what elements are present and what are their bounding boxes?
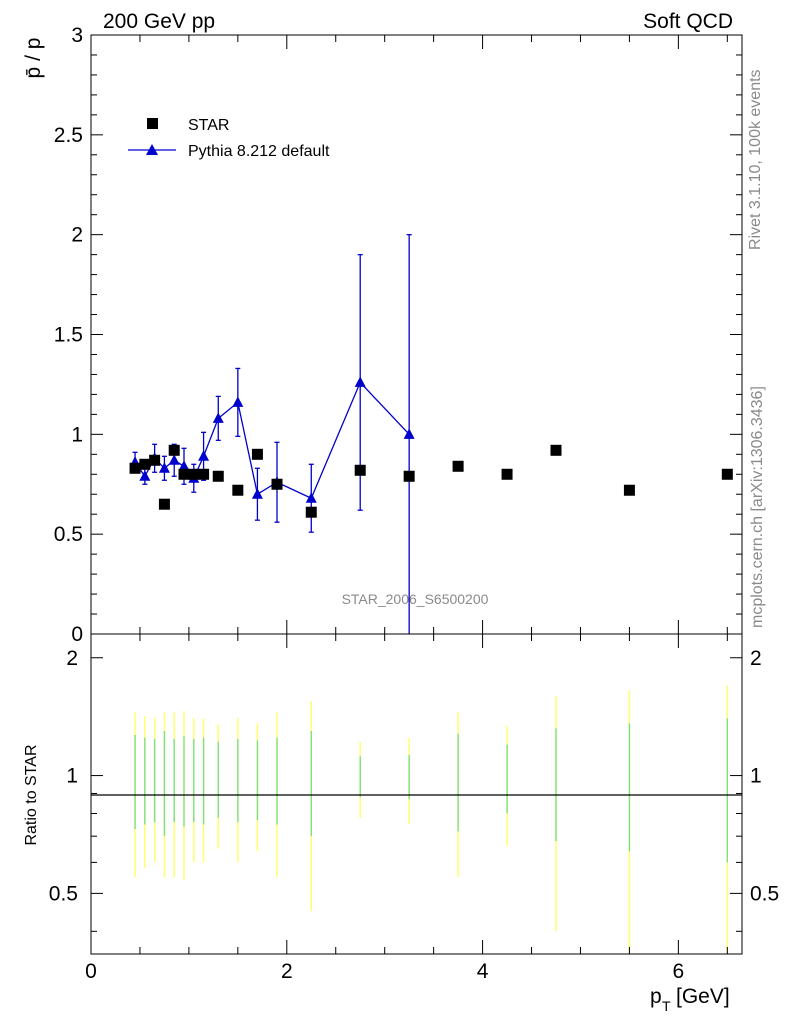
- y-tick-label: 1.5: [54, 324, 83, 347]
- star-point: [129, 462, 141, 474]
- star-point: [158, 498, 170, 510]
- ratio-y-tick-label: 2: [66, 647, 78, 670]
- x-tick-label: 6: [673, 960, 685, 983]
- star-point: [305, 506, 317, 518]
- y-tick-label: 1: [71, 423, 83, 446]
- pythia-point: [251, 488, 263, 499]
- ratio-bands: [134, 685, 729, 954]
- star-point: [198, 468, 210, 480]
- star-point: [354, 464, 366, 476]
- analysis-watermark: STAR_2006_S6500200: [342, 591, 489, 607]
- ratio-y-tick-label: 1: [66, 765, 78, 788]
- x-axis-label-p: p: [650, 985, 662, 1008]
- top-y-tick-labels: 0 0.5 1 1.5 2 2.5 3: [54, 24, 83, 646]
- legend-star-marker: [147, 118, 158, 129]
- star-point: [550, 444, 562, 456]
- x-tick-labels: 0 2 4 6: [85, 960, 684, 983]
- ratio-y-tick-label: 0.5: [49, 882, 78, 905]
- star-point: [178, 468, 190, 480]
- pythia-point: [178, 460, 190, 471]
- star-point: [403, 470, 415, 482]
- pythia-point: [305, 492, 317, 503]
- header-right: Soft QCD: [643, 10, 733, 33]
- top-y-axis-label: p̄ / p: [22, 38, 45, 79]
- y-tick-label: 2: [71, 224, 83, 247]
- legend: STAR Pythia 8.212 default: [128, 117, 330, 160]
- star-point: [212, 470, 224, 482]
- pythia-series: [129, 234, 415, 634]
- star-point: [721, 468, 733, 480]
- y-tick-label: 2.5: [54, 124, 83, 147]
- star-point: [149, 454, 161, 466]
- star-point: [623, 484, 635, 496]
- legend-pythia-label: Pythia 8.212 default: [188, 143, 330, 160]
- star-point: [188, 468, 200, 480]
- pythia-point: [232, 396, 244, 407]
- top-panel: 00.511.522.53 STAR_2006_S6500200 p̄ / p …: [22, 24, 743, 646]
- header-left: 200 GeV pp: [103, 10, 215, 33]
- top-ticks: [90, 34, 742, 635]
- x-tick-label: 0: [85, 960, 97, 983]
- x-tick-label: 2: [281, 960, 293, 983]
- pythia-point: [212, 412, 224, 423]
- pythia-point: [354, 376, 366, 387]
- ratio-y-tick-label-right: 0.5: [750, 882, 779, 905]
- pythia-point: [139, 470, 151, 481]
- mcplots-label: mcplots.cern.ch [arXiv:1306.3436]: [749, 386, 766, 628]
- pythia-point: [198, 450, 210, 461]
- star-point: [501, 468, 513, 480]
- bottom-panel: 0.5 0.5 1 1 2 2 0 2 4 6 Ratio to STAR p T [GeV]: [23, 633, 779, 1014]
- star-point: [139, 458, 151, 470]
- x-tick-label: 4: [477, 960, 489, 983]
- star-point: [232, 484, 244, 496]
- x-axis-label-unit: [GeV]: [676, 985, 730, 1008]
- y-tick-label: 3: [71, 24, 83, 47]
- y-tick-label: 0: [71, 623, 83, 646]
- bottom-panel-frame: [90, 633, 743, 955]
- star-point: [251, 448, 263, 460]
- x-axis-label: p T [GeV]: [650, 985, 730, 1014]
- legend-star-label: STAR: [188, 117, 229, 134]
- star-point: [271, 478, 283, 490]
- star-point: [452, 460, 464, 472]
- bottom-ticks: [90, 634, 742, 954]
- star-series: [129, 444, 733, 518]
- x-axis-label-sub: T: [662, 998, 671, 1014]
- legend-pythia-marker: [146, 144, 158, 155]
- y-tick-label: 0.5: [54, 523, 83, 546]
- star-point: [168, 444, 180, 456]
- bottom-y-axis-label: Ratio to STAR: [23, 744, 40, 845]
- ratio-y-tick-label-right: 1: [750, 765, 762, 788]
- ratio-y-tick-label-right: 2: [750, 647, 762, 670]
- pythia-point: [168, 454, 180, 465]
- pythia-point: [158, 462, 170, 473]
- pythia-point: [403, 428, 415, 439]
- rivet-label: Rivet 3.1.10, 100k events: [747, 69, 764, 250]
- bottom-y-tick-labels: 0.5 0.5 1 1 2 2: [49, 647, 779, 906]
